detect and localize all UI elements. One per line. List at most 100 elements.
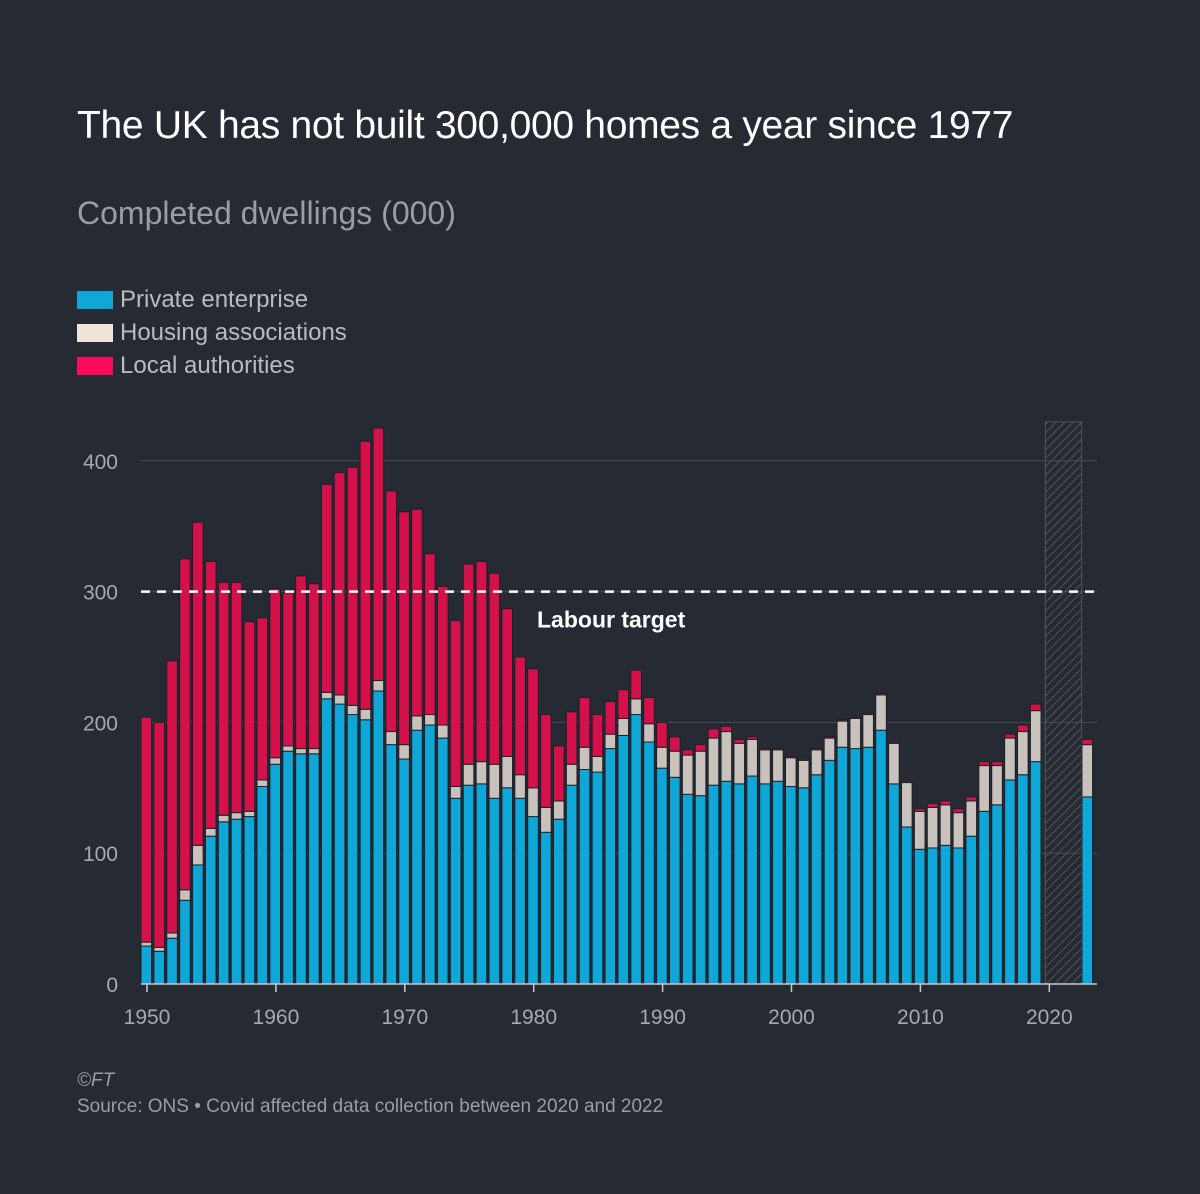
bar-housing-associations xyxy=(797,759,810,789)
bar-private-enterprise xyxy=(694,795,707,985)
bar-housing-associations xyxy=(694,750,707,797)
bar-local-authorities xyxy=(552,745,565,802)
bar-local-authorities xyxy=(849,716,862,719)
bar-local-authorities xyxy=(797,758,810,761)
bar-private-enterprise xyxy=(578,768,591,985)
bar-housing-associations xyxy=(527,787,539,818)
bar-housing-associations xyxy=(720,731,733,782)
bar-local-authorities xyxy=(514,656,526,776)
bar-private-enterprise xyxy=(823,759,836,985)
bar-local-authorities xyxy=(359,440,372,710)
bar-local-authorities xyxy=(243,621,256,812)
bar-private-enterprise xyxy=(591,771,604,985)
bar-housing-associations xyxy=(888,742,900,785)
bar-private-enterprise xyxy=(166,937,178,985)
bar-housing-associations xyxy=(565,763,578,786)
bar-housing-associations xyxy=(192,844,204,866)
bar-local-authorities xyxy=(385,490,398,733)
bar-local-authorities xyxy=(939,800,952,806)
bar-private-enterprise xyxy=(243,816,256,985)
bar-housing-associations xyxy=(230,812,243,820)
bar-housing-associations xyxy=(913,810,926,850)
bar-housing-associations xyxy=(591,755,604,773)
bar-private-enterprise xyxy=(720,780,733,985)
bar-housing-associations xyxy=(243,810,256,818)
bar-housing-associations xyxy=(823,737,836,761)
bar-private-enterprise xyxy=(424,724,436,985)
bar-private-enterprise xyxy=(978,810,990,985)
labour-target-label: Labour target xyxy=(537,607,686,633)
bar-local-authorities xyxy=(952,808,965,814)
bar-local-authorities xyxy=(436,585,449,726)
bar-chart: 0 100 200 300 400 1950 1960 1970 1980 1990 2000 201… xyxy=(83,421,1097,1029)
bar-private-enterprise xyxy=(1017,774,1029,985)
legend-swatch-local-authorities xyxy=(77,356,113,375)
bar-housing-associations xyxy=(398,744,410,760)
bar-housing-associations xyxy=(424,714,436,726)
bar-private-enterprise xyxy=(1029,761,1042,985)
bar-private-enterprise xyxy=(565,784,578,985)
bar-local-authorities xyxy=(1017,724,1029,733)
bar-private-enterprise xyxy=(1004,779,1016,985)
bar-private-enterprise xyxy=(772,780,784,985)
bar-local-authorities xyxy=(836,719,849,722)
bar-private-enterprise xyxy=(785,785,797,985)
bar-housing-associations xyxy=(346,704,359,716)
bar-housing-associations xyxy=(965,800,978,837)
bar-private-enterprise xyxy=(385,744,398,985)
bar-housing-associations xyxy=(385,731,398,746)
bar-local-authorities xyxy=(746,736,758,740)
bar-private-enterprise xyxy=(372,690,385,985)
bar-local-authorities xyxy=(823,736,836,739)
bar-housing-associations xyxy=(746,738,758,777)
bar-local-authorities xyxy=(527,668,539,789)
bar-private-enterprise xyxy=(411,729,423,985)
bar-housing-associations xyxy=(939,804,952,846)
bar-housing-associations xyxy=(501,755,514,789)
bar-housing-associations xyxy=(411,715,423,731)
bar-private-enterprise xyxy=(656,767,668,985)
bar-local-authorities xyxy=(733,738,746,744)
bar-local-authorities xyxy=(656,721,668,748)
bar-housing-associations xyxy=(1029,710,1042,763)
bar-private-enterprise xyxy=(604,748,617,985)
legend-swatch-housing-associations xyxy=(77,323,113,342)
bar-housing-associations xyxy=(810,749,823,776)
bar-local-authorities xyxy=(153,721,165,948)
bar-private-enterprise xyxy=(192,864,204,985)
bar-private-enterprise xyxy=(849,748,862,985)
bar-local-authorities xyxy=(179,558,191,891)
bar-private-enterprise xyxy=(707,784,720,985)
bar-local-authorities xyxy=(411,508,423,717)
bar-local-authorities xyxy=(282,592,294,747)
y-tick-label: 0 xyxy=(106,974,118,997)
bar-local-authorities xyxy=(565,711,578,765)
bar-local-authorities xyxy=(978,761,990,767)
bar-local-authorities xyxy=(166,660,178,934)
bar-local-authorities xyxy=(269,588,281,759)
bar-private-enterprise xyxy=(308,753,320,985)
bar-local-authorities xyxy=(449,619,462,787)
bar-private-enterprise xyxy=(630,714,642,985)
x-tick-label: 2000 xyxy=(768,1006,815,1029)
bar-private-enterprise xyxy=(552,818,565,985)
bar-private-enterprise xyxy=(179,899,191,985)
bar-private-enterprise xyxy=(398,758,410,985)
bar-private-enterprise xyxy=(836,746,849,985)
bar-housing-associations xyxy=(656,746,668,769)
bar-private-enterprise xyxy=(204,835,217,985)
bar-private-enterprise xyxy=(759,783,771,985)
bar-housing-associations xyxy=(836,720,849,748)
legend-label-local-authorities: Local authorities xyxy=(120,351,295,379)
bar-housing-associations xyxy=(540,806,552,833)
bar-private-enterprise xyxy=(475,783,488,985)
legend-item-local-authorities: Local authorities xyxy=(77,349,347,382)
x-tick-label: 1960 xyxy=(253,1006,300,1029)
bar-housing-associations xyxy=(617,717,630,736)
bar-housing-associations xyxy=(849,717,862,750)
bar-local-authorities xyxy=(540,714,552,808)
bar-local-authorities xyxy=(913,808,926,812)
bar-local-authorities xyxy=(333,472,346,696)
bar-private-enterprise xyxy=(952,847,965,985)
bar-housing-associations xyxy=(488,763,501,799)
